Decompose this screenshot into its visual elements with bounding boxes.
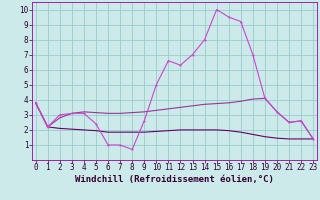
X-axis label: Windchill (Refroidissement éolien,°C): Windchill (Refroidissement éolien,°C) — [75, 175, 274, 184]
